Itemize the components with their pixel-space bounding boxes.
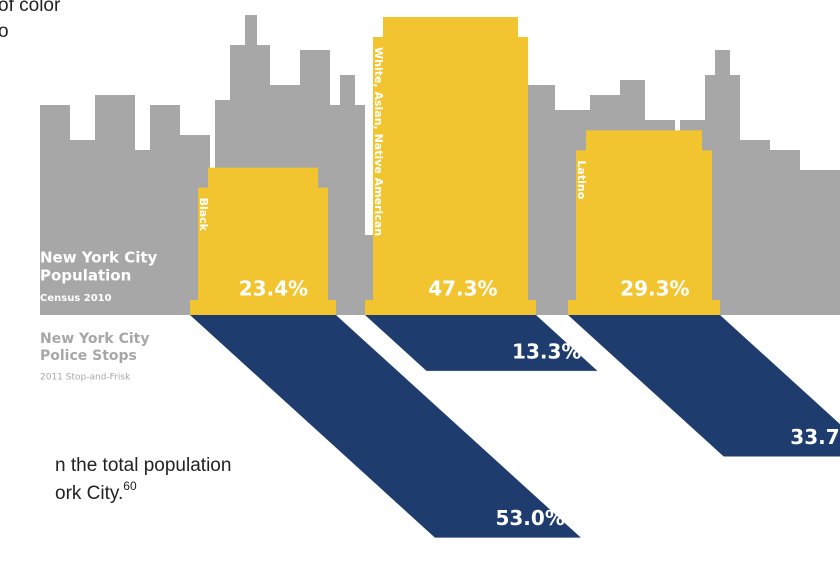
value-label: 53.0% bbox=[495, 506, 564, 530]
text-fragment: o bbox=[0, 21, 9, 42]
category-label: White, Asian, Native American bbox=[372, 47, 385, 236]
series-source: 2011 Stop-and-Frisk bbox=[40, 373, 131, 383]
series-source: Census 2010 bbox=[40, 293, 112, 304]
text-fragment: n the total population bbox=[55, 455, 231, 476]
value-label: 29.3% bbox=[620, 277, 689, 301]
building bbox=[365, 17, 536, 315]
value-label: 33.7% bbox=[790, 425, 840, 449]
series-label: Police Stops bbox=[40, 348, 137, 364]
series-label: New York City bbox=[40, 249, 158, 267]
text-fragment: of color bbox=[0, 0, 61, 16]
value-label: 47.3% bbox=[428, 277, 497, 301]
series-label: New York City bbox=[40, 331, 149, 347]
value-label: 13.3% bbox=[512, 339, 581, 363]
text-fragment: ork City.60 bbox=[55, 479, 137, 504]
value-label: 23.4% bbox=[239, 277, 308, 301]
category-label: Latino bbox=[575, 160, 588, 199]
series-label: Population bbox=[40, 267, 131, 285]
category-label: Black bbox=[197, 198, 210, 232]
infographic: of color o n the total population ork Ci… bbox=[0, 0, 840, 566]
